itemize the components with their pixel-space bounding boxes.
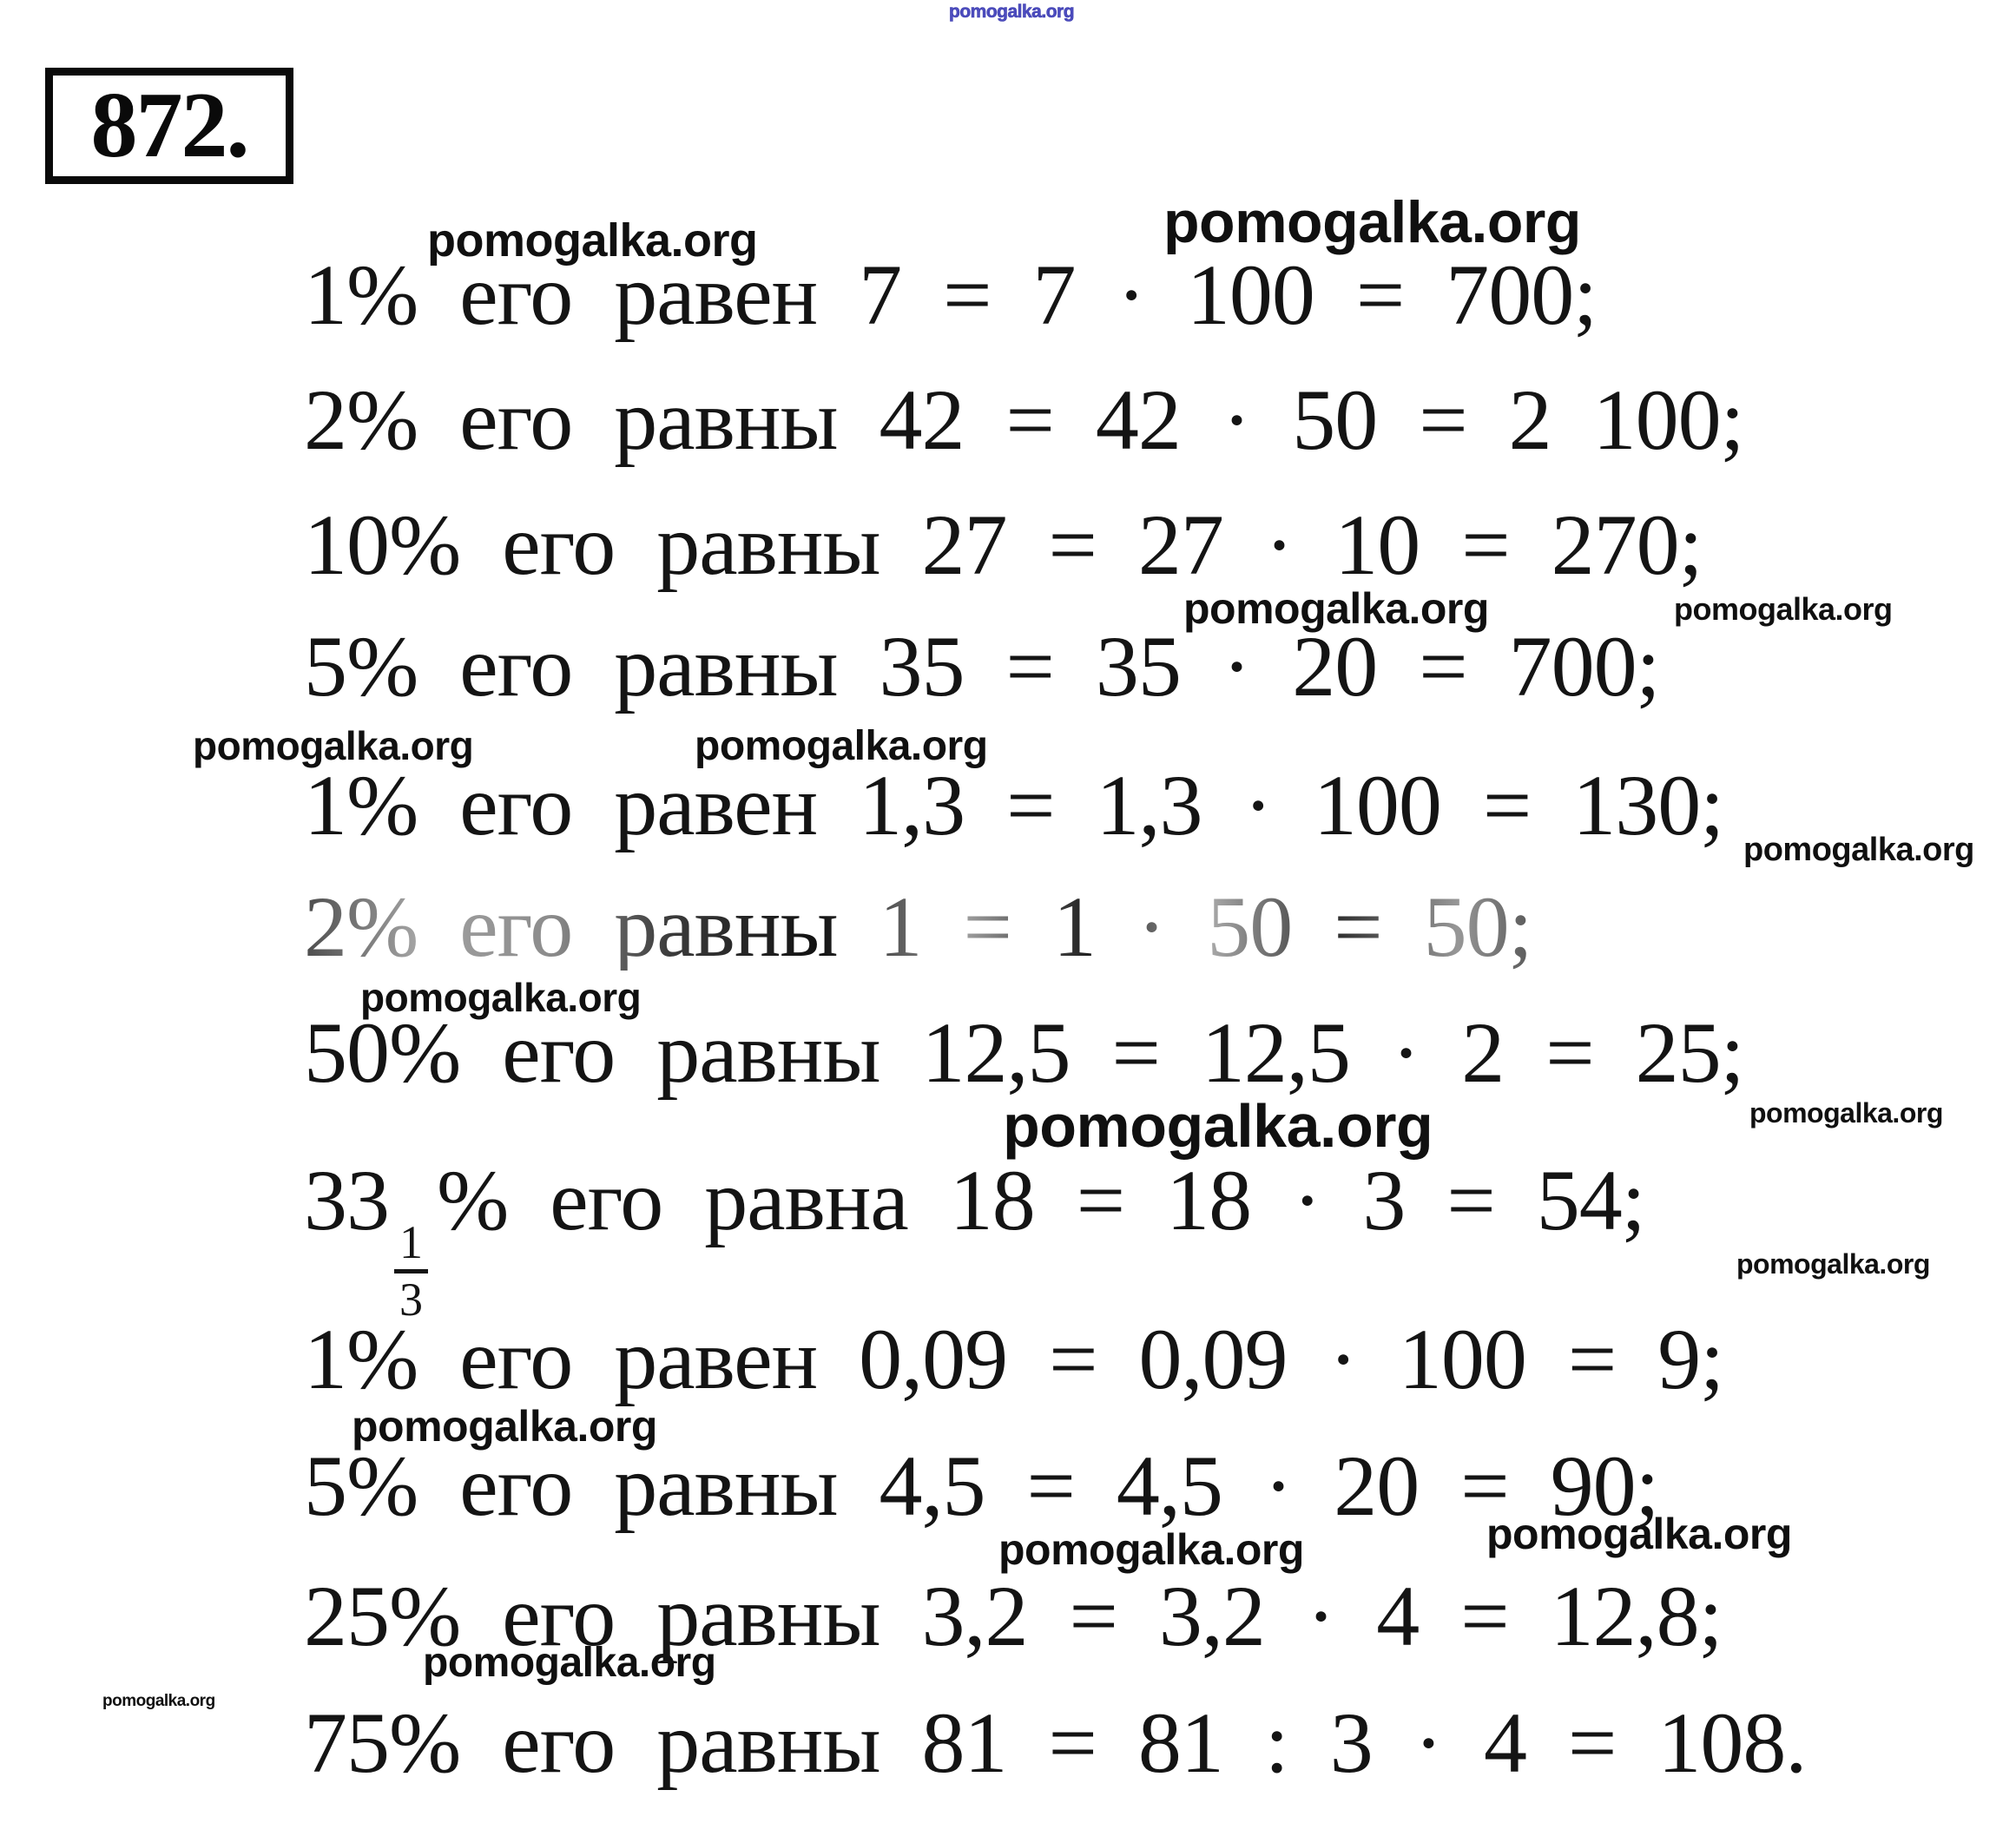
watermark: pomogalka.org (1003, 1092, 1433, 1160)
watermark: pomogalka.org (1743, 832, 1974, 868)
solution-line-8: 33 1 3% его равна 18 = 18 · 3 = 54; (304, 1157, 1646, 1325)
watermark-site-logo: pomogalka.org (949, 2, 1075, 22)
solution-line-1: 1% его равен 7 = 7 · 100 = 700; (304, 247, 1598, 343)
solution-line-5: 1% его равен 1,3 = 1,3 · 100 = 130; (304, 757, 1724, 853)
watermark: pomogalka.org (193, 723, 474, 768)
watermark: pomogalka.org (427, 214, 758, 267)
solution-line-8-rest: % его равна 18 = 18 · 3 = 54; (437, 1152, 1646, 1248)
watermark: pomogalka.org (695, 723, 988, 769)
task-number-box: 872. (45, 68, 293, 184)
watermark: pomogalka.org (352, 1402, 657, 1451)
solution-line-11: 25% его равны 3,2 = 3,2 · 4 = 12,8; (304, 1568, 1723, 1664)
watermark: pomogalka.org (423, 1640, 716, 1686)
solution-line-6: 2% его равны 1 = 1 · 50 = 50; (304, 879, 1532, 975)
watermark: pomogalka.org (102, 1692, 215, 1710)
watermark: pomogalka.org (998, 1525, 1304, 1574)
solution-line-9: 1% его равен 0,09 = 0,09 · 100 = 9; (304, 1311, 1724, 1407)
watermark: pomogalka.org (1183, 584, 1489, 633)
solution-line-4: 5% его равны 35 = 35 · 20 = 700; (304, 618, 1660, 714)
solution-line-12: 75% его равны 81 = 81 : 3 · 4 = 108. (304, 1695, 1807, 1791)
watermark: pomogalka.org (360, 975, 642, 1020)
task-number: 872. (90, 74, 250, 177)
watermark: pomogalka.org (1163, 189, 1581, 255)
watermark: pomogalka.org (1674, 591, 1893, 627)
watermark: pomogalka.org (1749, 1097, 1943, 1129)
watermark: pomogalka.org (1486, 1510, 1792, 1558)
mixed-number-integer: 33 (304, 1152, 390, 1248)
fraction-denominator: 3 (399, 1273, 423, 1326)
solution-line-2: 2% его равны 42 = 42 · 50 = 2 100; (304, 372, 1744, 468)
solution-line-7: 50% его равны 12,5 = 12,5 · 2 = 25; (304, 1004, 1744, 1101)
solution-line-3: 10% его равны 27 = 27 · 10 = 270; (304, 497, 1703, 593)
solution-line-10: 5% его равны 4,5 = 4,5 · 20 = 90; (304, 1438, 1659, 1534)
watermark: pomogalka.org (1736, 1248, 1930, 1280)
fraction-numerator: 1 (394, 1218, 428, 1274)
